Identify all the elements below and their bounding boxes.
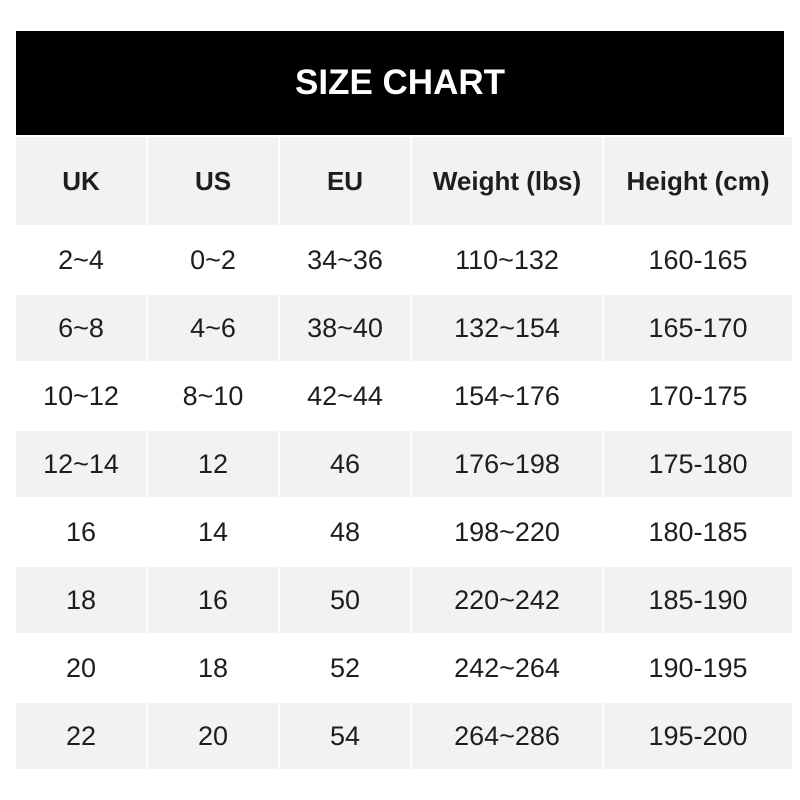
table-cell: 10~12 — [16, 363, 146, 431]
table-row: 10~12 8~10 42~44 154~176 170-175 — [16, 363, 792, 431]
table-cell: 154~176 — [412, 363, 602, 431]
column-header: Height (cm) — [604, 137, 792, 227]
size-chart-title: SIZE CHART — [16, 31, 784, 135]
column-header: UK — [16, 137, 146, 227]
table-cell: 195-200 — [604, 703, 792, 771]
table-row: 6~8 4~6 38~40 132~154 165-170 — [16, 295, 792, 363]
table-cell: 20 — [16, 635, 146, 703]
table-cell: 110~132 — [412, 227, 602, 295]
table-cell: 18 — [16, 567, 146, 635]
table-cell: 242~264 — [412, 635, 602, 703]
table-cell: 175-180 — [604, 431, 792, 499]
table-cell: 185-190 — [604, 567, 792, 635]
table-cell: 165-170 — [604, 295, 792, 363]
table-cell: 20 — [148, 703, 278, 771]
column-header: US — [148, 137, 278, 227]
table-row: 18 16 50 220~242 185-190 — [16, 567, 792, 635]
table-cell: 6~8 — [16, 295, 146, 363]
table-cell: 22 — [16, 703, 146, 771]
table-row: 20 18 52 242~264 190-195 — [16, 635, 792, 703]
table-cell: 18 — [148, 635, 278, 703]
table-cell: 42~44 — [280, 363, 410, 431]
table-cell: 4~6 — [148, 295, 278, 363]
table-cell: 16 — [148, 567, 278, 635]
table-cell: 8~10 — [148, 363, 278, 431]
table-cell: 50 — [280, 567, 410, 635]
header-row: UK US EU Weight (lbs) Height (cm) — [16, 137, 792, 227]
table-row: 2~4 0~2 34~36 110~132 160-165 — [16, 227, 792, 295]
table-cell: 190-195 — [604, 635, 792, 703]
table-cell: 2~4 — [16, 227, 146, 295]
table-cell: 176~198 — [412, 431, 602, 499]
table-cell: 16 — [16, 499, 146, 567]
table-row: 12~14 12 46 176~198 175-180 — [16, 431, 792, 499]
table-cell: 170-175 — [604, 363, 792, 431]
table-cell: 180-185 — [604, 499, 792, 567]
table-cell: 12 — [148, 431, 278, 499]
table-cell: 12~14 — [16, 431, 146, 499]
table-cell: 264~286 — [412, 703, 602, 771]
table-cell: 14 — [148, 499, 278, 567]
table-cell: 34~36 — [280, 227, 410, 295]
table-cell: 0~2 — [148, 227, 278, 295]
table-cell: 132~154 — [412, 295, 602, 363]
column-header: EU — [280, 137, 410, 227]
table-cell: 54 — [280, 703, 410, 771]
table-cell: 48 — [280, 499, 410, 567]
table-cell: 220~242 — [412, 567, 602, 635]
table-row: 22 20 54 264~286 195-200 — [16, 703, 792, 771]
size-chart-table: UK US EU Weight (lbs) Height (cm) 2~4 0~2 34~3… — [14, 137, 794, 771]
column-header: Weight (lbs) — [412, 137, 602, 227]
table-cell: 38~40 — [280, 295, 410, 363]
table-cell: 46 — [280, 431, 410, 499]
table-row: 16 14 48 198~220 180-185 — [16, 499, 792, 567]
table-cell: 198~220 — [412, 499, 602, 567]
table-cell: 160-165 — [604, 227, 792, 295]
table-cell: 52 — [280, 635, 410, 703]
